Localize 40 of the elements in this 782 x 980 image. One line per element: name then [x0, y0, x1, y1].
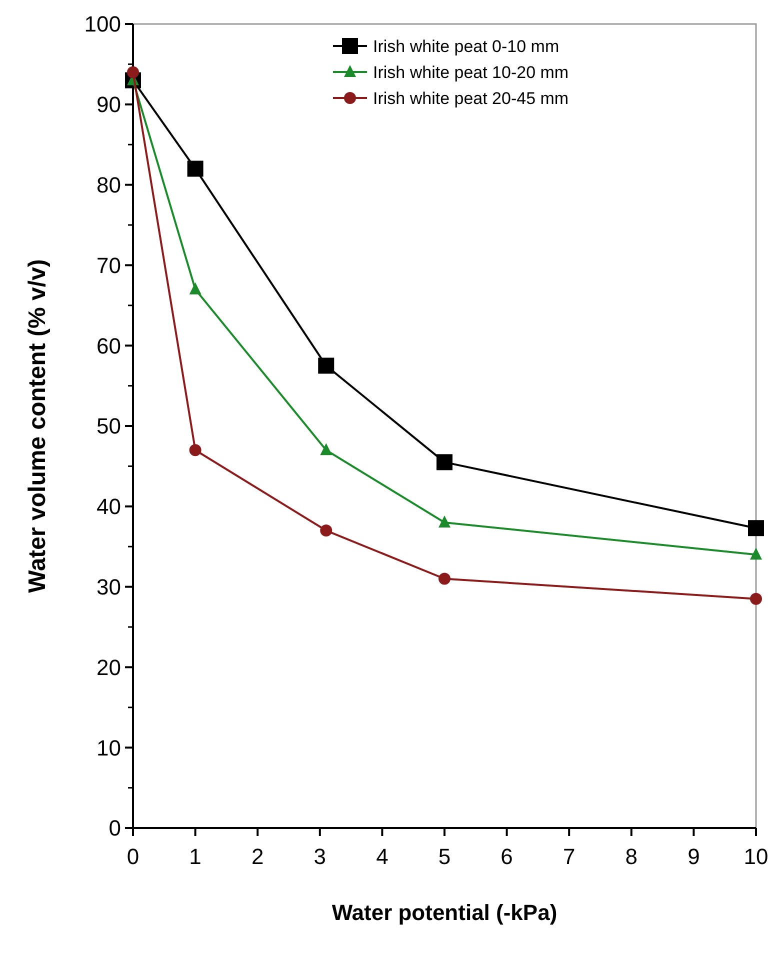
y-tick-label: 90 [96, 92, 121, 118]
y-tick-label: 60 [96, 333, 121, 358]
point [189, 444, 202, 456]
y-tick-label: 70 [96, 252, 121, 278]
y-tick-label: 0 [108, 816, 121, 841]
x-tick-label: 0 [126, 844, 140, 869]
x-tick-label: 4 [376, 844, 388, 869]
x-tick-label: 3 [314, 844, 326, 869]
point [189, 282, 202, 294]
legend-label: Irish white peat 20-45 mm [373, 88, 569, 108]
point [750, 592, 762, 605]
point [318, 358, 334, 374]
x-tick-label: 9 [688, 844, 700, 869]
point [750, 548, 762, 560]
x-tick-label: 1 [189, 844, 202, 869]
x-axis-title: Water potential (-kPa) [332, 900, 558, 925]
point [187, 160, 204, 177]
x-tick-label: 5 [438, 844, 451, 869]
y-tick-label: 20 [96, 654, 121, 680]
y-tick-label: 40 [96, 494, 121, 520]
point [320, 443, 332, 456]
point [127, 66, 139, 78]
y-tick-label: 50 [96, 414, 121, 439]
x-tick-label: 8 [625, 844, 638, 869]
legend-label: Irish white peat 10-20 mm [373, 62, 569, 82]
x-tick-label: 6 [500, 844, 513, 869]
legend-label: Irish white peat 0-10 mm [373, 36, 560, 56]
y-tick-label: 80 [96, 172, 121, 198]
point [748, 520, 764, 536]
x-tick-label: 7 [562, 844, 576, 869]
point [438, 572, 450, 585]
y-tick-label: 100 [84, 12, 121, 37]
point [438, 515, 450, 528]
y-tick-label: 30 [96, 574, 121, 600]
x-tick-label: 10 [744, 844, 768, 869]
y-tick-label: 10 [96, 735, 121, 760]
x-tick-label: 2 [251, 844, 264, 869]
y-axis-title: Water volume content (% v/v) [24, 259, 51, 593]
point [436, 454, 452, 470]
point [320, 524, 332, 537]
